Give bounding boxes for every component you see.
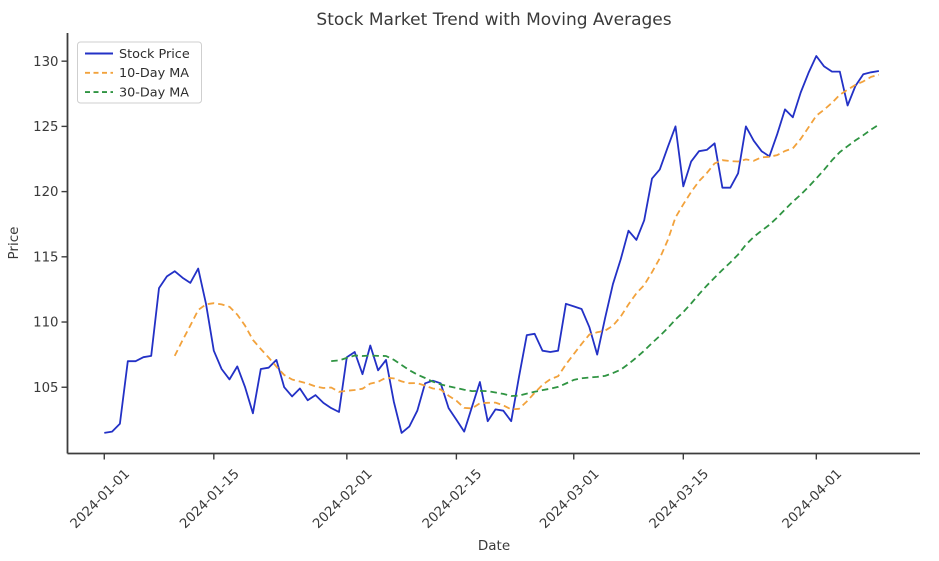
x-axis-label: Date: [478, 538, 510, 554]
x-tick-label: 2024-02-01: [310, 467, 375, 532]
x-tick-label: 2024-01-01: [68, 467, 133, 532]
legend-label-3: 30-Day MA: [119, 86, 189, 101]
axes: 105 110 115 120 125 130 2024-01-01 2024-01-15 20…: [33, 33, 920, 532]
x-tick-label: 2024-02-15: [420, 467, 485, 532]
legend-label-1: Stock Price: [119, 47, 190, 62]
x-tick-label: 2024-01-15: [177, 467, 242, 532]
series-line-stock-price: [104, 55, 880, 434]
y-axis-label: Price: [6, 227, 22, 260]
legend: Stock Price 10-Day MA 30-Day MA: [77, 41, 202, 104]
legend-box: [77, 41, 202, 104]
y-tick-label: 105: [33, 381, 58, 396]
y-tick-label: 120: [33, 185, 58, 200]
series-lines: [104, 55, 880, 434]
y-tick-label: 110: [33, 316, 58, 331]
x-tick-label: 2024-04-01: [780, 467, 845, 532]
series-line-10-day-ma: [173, 73, 880, 411]
x-tick-label: 2024-03-01: [537, 467, 602, 532]
series-line-30-day-ma: [331, 123, 880, 397]
x-tick-label: 2024-03-15: [647, 467, 712, 532]
y-tick-label: 130: [33, 55, 58, 70]
chart-title: Stock Market Trend with Moving Averages: [316, 10, 671, 30]
legend-label-2: 10-Day MA: [119, 66, 189, 81]
y-tick-label: 125: [33, 120, 58, 135]
y-tick-label: 115: [33, 250, 58, 265]
